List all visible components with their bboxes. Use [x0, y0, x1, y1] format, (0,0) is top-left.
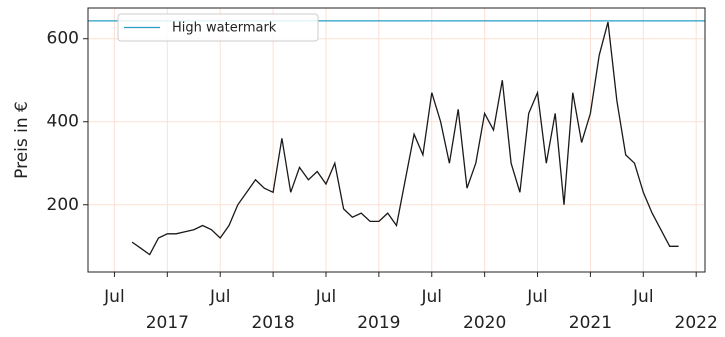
x-tick-label: 2017 — [146, 313, 189, 333]
y-tick-label: 600 — [47, 29, 79, 49]
y-tick-label: 400 — [47, 112, 79, 132]
y-tick-label: 200 — [47, 195, 79, 215]
x-tick-label: Jul — [526, 287, 548, 307]
x-tick-label: Jul — [209, 287, 231, 307]
x-tick-label: 2019 — [357, 313, 400, 333]
x-tick-label: 2020 — [463, 313, 506, 333]
y-axis-label: Preis in € — [12, 101, 32, 179]
x-tick-label: Jul — [632, 287, 654, 307]
x-tick-label: 2018 — [251, 313, 294, 333]
x-tick-label: 2022 — [675, 313, 718, 333]
legend-box — [117, 13, 319, 42]
x-tick-label: 2021 — [569, 313, 612, 333]
price-line — [131, 21, 679, 256]
legend-label: High watermark — [172, 21, 277, 36]
x-tick-label: Jul — [103, 287, 125, 307]
x-tick-label: Jul — [420, 287, 442, 307]
x-tick-label: Jul — [315, 287, 337, 307]
plot-frame — [87, 7, 706, 273]
